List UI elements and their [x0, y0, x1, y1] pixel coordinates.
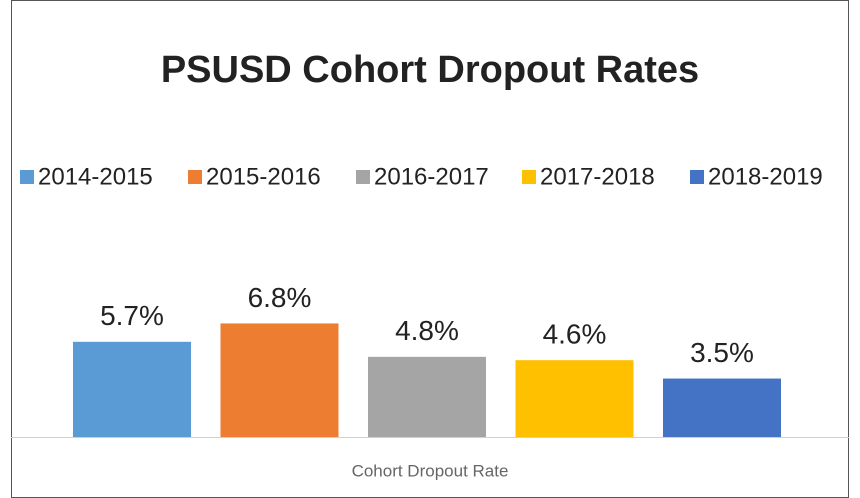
data-label: 5.7% [100, 300, 164, 331]
legend-label: 2014-2015 [38, 163, 153, 190]
legend-swatch [522, 170, 536, 184]
bar [368, 356, 486, 437]
x-tick-label: Cohort Dropout Rate [352, 461, 509, 480]
data-label: 4.6% [543, 319, 607, 350]
chart-title: PSUSD Cohort Dropout Rates [161, 49, 699, 91]
data-label: 4.8% [395, 315, 459, 346]
bar [515, 360, 634, 437]
data-label: 6.8% [248, 282, 312, 313]
legend-label: 2017-2018 [540, 163, 655, 190]
bar [220, 323, 339, 437]
legend-label: 2016-2017 [374, 163, 489, 190]
legend-label: 2018-2019 [708, 163, 823, 190]
legend-swatch [20, 170, 34, 184]
legend-swatch [690, 170, 704, 184]
bar [663, 378, 781, 437]
data-label: 3.5% [690, 337, 754, 368]
legend-swatch [356, 170, 370, 184]
legend-label: 2015-2016 [206, 163, 321, 190]
legend-swatch [188, 170, 202, 184]
bar [73, 341, 191, 437]
